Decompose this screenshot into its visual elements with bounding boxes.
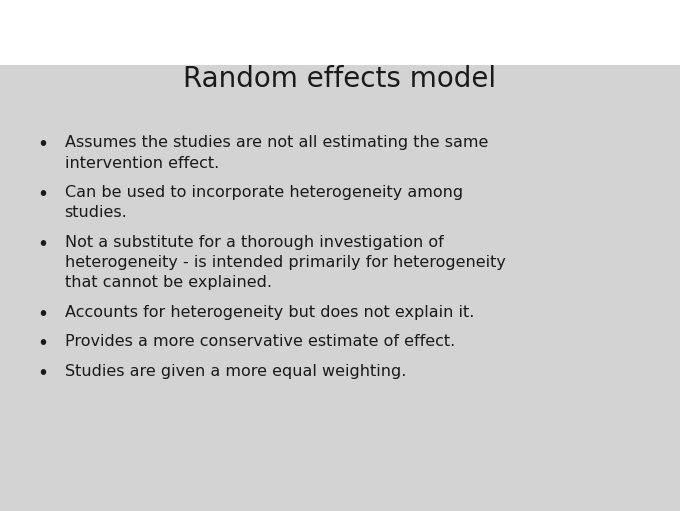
Text: •: •: [37, 135, 48, 154]
Text: •: •: [37, 363, 48, 383]
Text: •: •: [37, 334, 48, 353]
Text: •: •: [37, 235, 48, 254]
Text: Studies are given a more equal weighting.: Studies are given a more equal weighting…: [65, 363, 406, 379]
Text: Accounts for heterogeneity but does not explain it.: Accounts for heterogeneity but does not …: [65, 305, 474, 320]
Text: that cannot be explained.: that cannot be explained.: [65, 275, 271, 290]
Text: Random effects model: Random effects model: [184, 65, 496, 93]
Text: Not a substitute for a thorough investigation of: Not a substitute for a thorough investig…: [65, 235, 443, 250]
Text: •: •: [37, 305, 48, 323]
Text: •: •: [37, 185, 48, 204]
Text: studies.: studies.: [65, 205, 127, 220]
Text: Provides a more conservative estimate of effect.: Provides a more conservative estimate of…: [65, 334, 455, 349]
Text: Assumes the studies are not all estimating the same: Assumes the studies are not all estimati…: [65, 135, 488, 150]
Text: Can be used to incorporate heterogeneity among: Can be used to incorporate heterogeneity…: [65, 185, 462, 200]
Text: heterogeneity - is intended primarily for heterogeneity: heterogeneity - is intended primarily fo…: [65, 255, 505, 270]
Text: intervention effect.: intervention effect.: [65, 156, 219, 171]
